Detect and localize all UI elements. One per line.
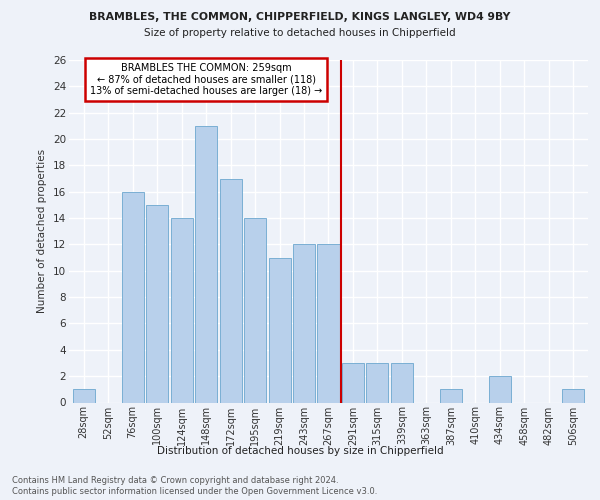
Bar bbox=[195, 126, 217, 402]
Text: BRAMBLES, THE COMMON, CHIPPERFIELD, KINGS LANGLEY, WD4 9BY: BRAMBLES, THE COMMON, CHIPPERFIELD, KING… bbox=[89, 12, 511, 22]
Bar bbox=[73, 390, 95, 402]
Bar bbox=[391, 363, 413, 403]
Bar bbox=[489, 376, 511, 402]
Text: BRAMBLES THE COMMON: 259sqm
← 87% of detached houses are smaller (118)
13% of se: BRAMBLES THE COMMON: 259sqm ← 87% of det… bbox=[90, 62, 322, 96]
Bar bbox=[562, 390, 584, 402]
Bar bbox=[244, 218, 266, 402]
Bar bbox=[440, 390, 462, 402]
Bar bbox=[342, 363, 364, 403]
Bar bbox=[293, 244, 315, 402]
Bar bbox=[269, 258, 290, 402]
Bar bbox=[170, 218, 193, 402]
Bar bbox=[220, 178, 242, 402]
Bar bbox=[367, 363, 388, 403]
Text: Distribution of detached houses by size in Chipperfield: Distribution of detached houses by size … bbox=[157, 446, 443, 456]
Y-axis label: Number of detached properties: Number of detached properties bbox=[37, 149, 47, 314]
Bar bbox=[122, 192, 143, 402]
Bar bbox=[146, 205, 168, 402]
Bar bbox=[317, 244, 340, 402]
Text: Contains public sector information licensed under the Open Government Licence v3: Contains public sector information licen… bbox=[12, 488, 377, 496]
Text: Contains HM Land Registry data © Crown copyright and database right 2024.: Contains HM Land Registry data © Crown c… bbox=[12, 476, 338, 485]
Text: Size of property relative to detached houses in Chipperfield: Size of property relative to detached ho… bbox=[144, 28, 456, 38]
